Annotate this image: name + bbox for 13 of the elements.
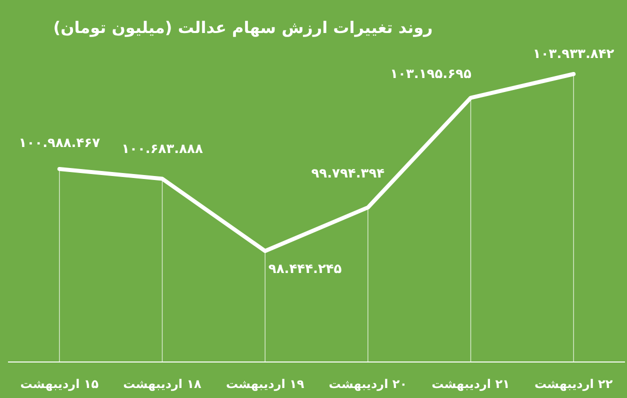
data-label: ۱۰۰.۶۸۳.۸۸۸ <box>122 142 203 157</box>
data-label: ۹۹.۷۹۴.۳۹۴ <box>311 166 385 182</box>
x-tick-label: ۲۲ اردیبهشت <box>534 377 614 391</box>
x-tick-label: ۱۹ اردیبهشت <box>226 377 305 391</box>
x-tick-label: ۲۱ اردیبهشت <box>432 377 510 391</box>
data-label: ۱۰۰.۹۸۸.۴۶۷ <box>18 136 100 151</box>
data-label: ۹۸.۴۴۴.۲۴۵ <box>268 262 342 277</box>
x-tick-label: ۱۸ اردیبهشت <box>123 377 202 391</box>
x-tick-label: ۲۰ اردیبهشت <box>328 377 408 391</box>
chart-title: روند تغییرات ارزش سهام عدالت (میلیون تومان) <box>53 18 433 37</box>
data-label: ۱۰۳.۹۳۳.۸۴۲ <box>532 47 614 62</box>
x-tick-label: ۱۵ اردیبهشت <box>20 377 99 391</box>
data-label: ۱۰۳.۱۹۵.۶۹۵ <box>390 66 472 82</box>
